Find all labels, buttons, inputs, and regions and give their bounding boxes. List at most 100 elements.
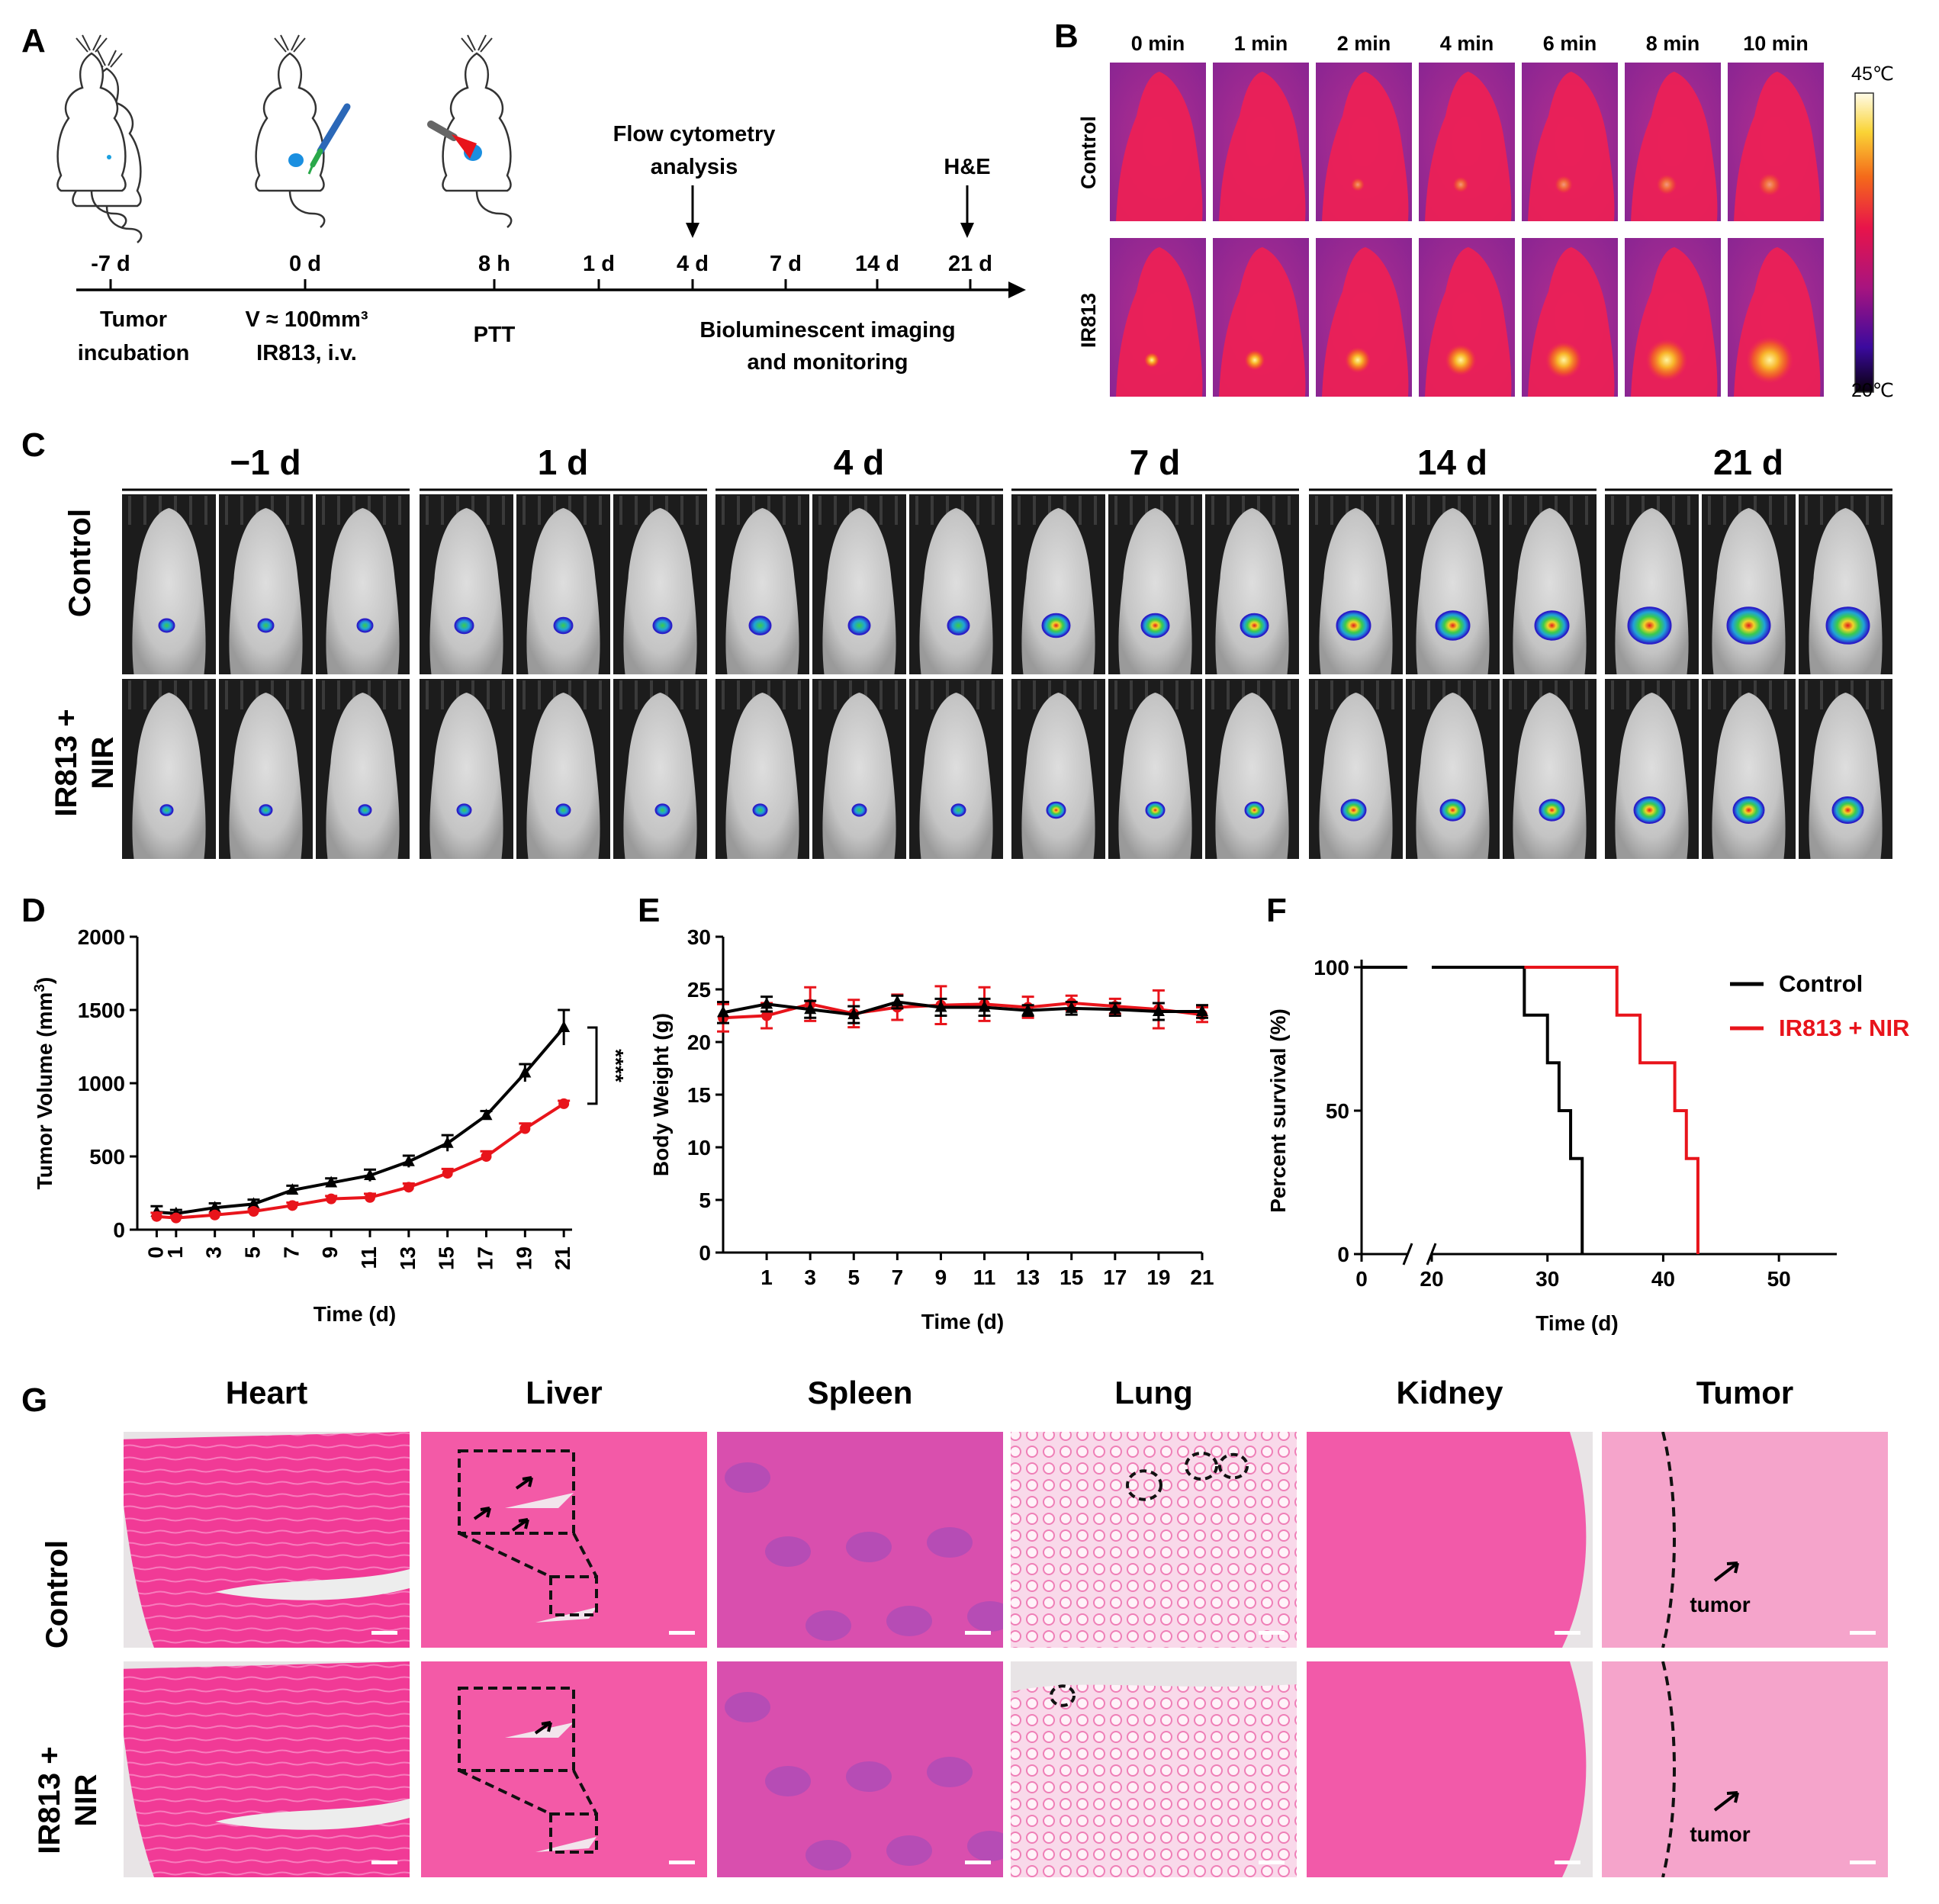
scale-bar xyxy=(965,1631,991,1635)
arrow-icon xyxy=(534,1721,552,1735)
data-point xyxy=(151,1211,162,1222)
luminescence-signal xyxy=(1831,796,1864,824)
data-point xyxy=(934,1000,947,1012)
biolum-mouse-image xyxy=(219,494,313,674)
y-tick-label: 0 xyxy=(113,1218,125,1242)
scale-bar xyxy=(371,1861,397,1864)
thermal-image-control xyxy=(1522,63,1618,221)
he-row-label-nir: NIR xyxy=(69,1774,103,1826)
panel-label-e: E xyxy=(638,892,660,929)
thermal-image-ir813 xyxy=(1522,238,1618,397)
biolum-mouse-image xyxy=(613,494,707,674)
he-image-heart xyxy=(124,1432,410,1648)
panel-label-a: A xyxy=(21,22,46,60)
biolum-mouse-image xyxy=(1503,494,1597,674)
luminescence-signal xyxy=(1732,796,1765,824)
y-tick-label: 500 xyxy=(89,1145,125,1169)
biolum-mouse-image xyxy=(1205,494,1299,674)
x-tick-label: 0 xyxy=(143,1246,167,1259)
luminescence-signal xyxy=(553,616,574,635)
arrow-icon xyxy=(515,1476,533,1490)
luminescence-signal xyxy=(159,804,174,816)
data-point xyxy=(442,1168,453,1179)
x-tick-label: 17 xyxy=(474,1246,497,1270)
biolum-mouse-image xyxy=(909,679,1003,859)
data-point xyxy=(1196,1004,1208,1016)
thermal-image-control xyxy=(1419,63,1515,221)
survival-line-ir813-nir xyxy=(1524,966,1699,1254)
scale-bar xyxy=(669,1861,695,1864)
biolum-row-label-ir813: IR813 + xyxy=(50,709,83,816)
thermal-time-label: 6 min xyxy=(1543,32,1597,55)
organ-label: Lung xyxy=(1114,1375,1193,1410)
x-tick-label: 17 xyxy=(1103,1266,1127,1289)
timeline-tick-21d: 21 d xyxy=(948,252,992,276)
biolum-mouse-image xyxy=(1702,679,1796,859)
data-point xyxy=(441,1136,454,1148)
timeline-tick-4d: 4 d xyxy=(677,252,709,276)
data-point xyxy=(403,1182,414,1193)
timeline-label-flow: Flow cytometry xyxy=(613,122,776,146)
luminescence-signal xyxy=(358,804,372,816)
data-point xyxy=(1065,1001,1078,1013)
thermal-time-label: 1 min xyxy=(1234,32,1288,55)
timeline-label-iv: IR813, i.v. xyxy=(256,341,357,365)
data-point xyxy=(1021,1003,1034,1015)
tumor-boundary xyxy=(1661,1661,1676,1877)
y-tick-label: 2000 xyxy=(78,925,125,949)
panel-a-schematic: -7 d 0 d 8 h 1 d 4 d 7 d 14 d 21 d Tumor… xyxy=(56,34,1026,375)
timeline-label-tumor: Tumor xyxy=(100,307,167,332)
x-tick-label: 11 xyxy=(357,1246,381,1269)
data-point xyxy=(480,1108,493,1121)
he-image-kidney xyxy=(1307,1661,1593,1877)
series-line-control xyxy=(722,1000,1202,1017)
data-point xyxy=(286,1183,299,1195)
x-tick-label: 9 xyxy=(318,1246,342,1259)
tumor-label: tumor xyxy=(1690,1593,1750,1616)
data-point xyxy=(717,1005,729,1018)
data-point xyxy=(365,1192,375,1203)
biolum-mouse-image xyxy=(1108,494,1202,674)
data-point xyxy=(247,1197,260,1209)
x-tick-label: 15 xyxy=(1060,1266,1083,1289)
thermal-row-label-control: Control xyxy=(1077,116,1100,189)
luminescence-signal xyxy=(1825,606,1870,645)
laser-icon xyxy=(427,121,477,159)
x-tick-label: 1 xyxy=(163,1246,187,1259)
panel-label-b: B xyxy=(1054,18,1079,55)
data-point xyxy=(558,1021,571,1033)
thermal-time-label: 8 min xyxy=(1646,32,1700,55)
x-tick-label: 19 xyxy=(512,1246,535,1270)
biolum-mouse-image xyxy=(1108,679,1202,859)
x-axis-title: Time (d) xyxy=(1535,1311,1618,1335)
scale-bar xyxy=(1259,1861,1285,1864)
luminescence-signal xyxy=(1041,613,1071,638)
thermal-image-ir813 xyxy=(1625,238,1721,397)
biolum-mouse-image xyxy=(1309,679,1403,859)
luminescence-signal xyxy=(454,616,474,635)
colorbar-min-label: 20℃ xyxy=(1851,380,1894,401)
tumor-label: tumor xyxy=(1690,1822,1750,1846)
luminescence-signal xyxy=(947,616,970,635)
luminescence-signal xyxy=(1145,801,1166,819)
thermal-image-ir813 xyxy=(1728,238,1824,397)
thermal-image-control xyxy=(1213,63,1309,221)
thermal-image-ir813 xyxy=(1419,238,1515,397)
data-point xyxy=(519,1066,532,1078)
y-tick-label: 100 xyxy=(1314,956,1349,979)
luminescence-signal xyxy=(847,616,871,635)
scale-bar xyxy=(1850,1631,1876,1635)
thermal-image-ir813 xyxy=(1110,238,1206,397)
biolum-mouse-image xyxy=(1503,679,1597,859)
biolum-mouse-image xyxy=(1799,679,1892,859)
data-point xyxy=(402,1154,415,1166)
biolum-mouse-image xyxy=(122,679,216,859)
luminescence-signal xyxy=(158,618,175,633)
x-tick-label: 19 xyxy=(1146,1266,1170,1289)
he-row-label-ir813: IR813 + xyxy=(33,1746,66,1854)
luminescence-signal xyxy=(1240,613,1269,638)
x-tick-label: 40 xyxy=(1651,1267,1675,1291)
panel-f-chart: 0 50 100 0 20 30 40 50 Time (d) Percent survival … xyxy=(1266,956,1909,1335)
biolum-mouse-image xyxy=(122,494,216,674)
